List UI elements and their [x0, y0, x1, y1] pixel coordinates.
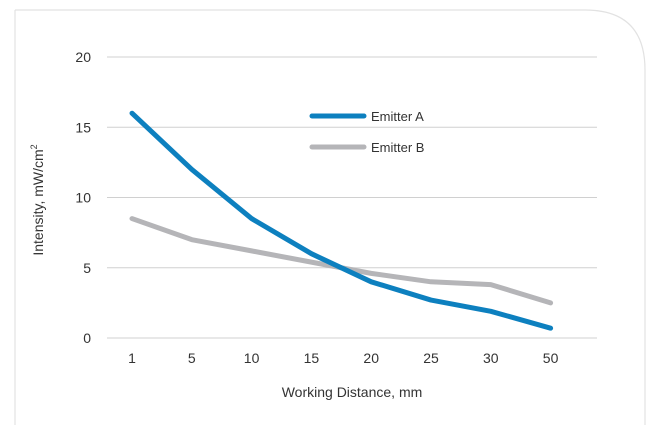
y-axis-ticks: 0 5 10 15 20: [75, 49, 91, 346]
legend: Emitter A Emitter B: [309, 109, 424, 155]
card-frame: [14, 9, 646, 425]
x-tick-label: 15: [304, 350, 320, 366]
y-tick-label: 20: [75, 49, 91, 65]
series-lines: [129, 110, 554, 331]
x-tick-label: 1: [128, 350, 136, 366]
y-tick-label: 0: [83, 330, 91, 346]
x-tick-label: 20: [363, 350, 379, 366]
x-axis-title: Working Distance, mm: [282, 384, 423, 400]
y-tick-label: 15: [75, 119, 91, 135]
x-tick-label: 5: [188, 350, 196, 366]
y-axis-title: Intensity, mW/cm2: [29, 144, 46, 255]
legend-label: Emitter A: [371, 109, 424, 124]
y-tick-label: 5: [83, 260, 91, 276]
series-line-emitter-a: [129, 110, 554, 331]
y-axis-title-text: Intensity, mW/cm: [30, 149, 46, 255]
x-tick-label: 10: [244, 350, 260, 366]
legend-label: Emitter B: [371, 140, 424, 155]
x-axis-ticks: 1 5 10 15 20 25 30 50: [128, 350, 558, 366]
y-tick-label: 10: [75, 190, 91, 206]
x-tick-label: 30: [483, 350, 499, 366]
x-tick-label: 50: [543, 350, 559, 366]
y-axis-title-superscript: 2: [29, 144, 39, 149]
gridlines: [107, 56, 597, 339]
x-tick-label: 25: [423, 350, 439, 366]
series-line-emitter-b: [129, 216, 554, 306]
